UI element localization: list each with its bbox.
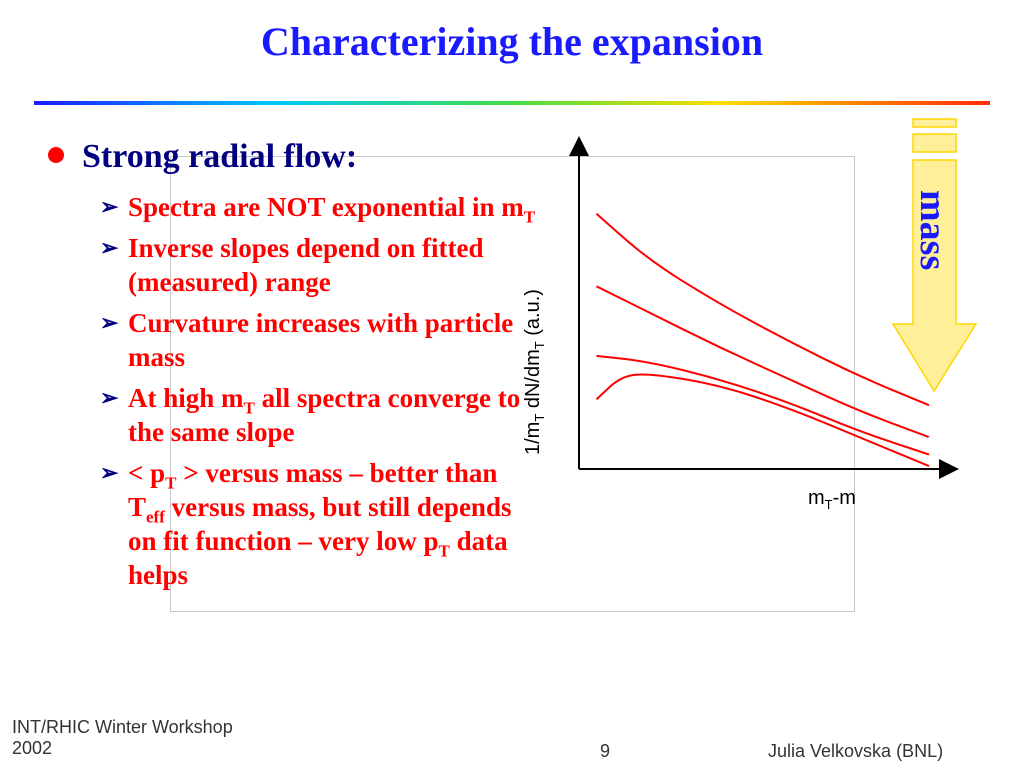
x-axis-label: mT-m (808, 487, 856, 512)
x-label-part-2: -m (833, 487, 856, 509)
page-number: 9 (600, 741, 611, 761)
arrow-bullet-icon: ➢ (100, 235, 119, 260)
sub-bullet-3-part-1: Curvature increases with particle mass (128, 308, 514, 372)
x-label-part-1: m (808, 487, 825, 509)
sub-bullet-1: ➢ Spectra are NOT exponential in mT (100, 190, 540, 227)
y-label-part-2: dN/dm (522, 349, 544, 413)
slide-title: Characterizing the expansion (260, 19, 764, 64)
spectrum-curve-2 (596, 285, 930, 439)
footer-event-line2: 2002 (12, 738, 53, 758)
arrow-bullet-icon: ➢ (100, 385, 119, 410)
sub-bullet-5-part-2: T (165, 473, 177, 493)
sub-bullet-4-part-1: At high m (128, 383, 244, 413)
footer-author: Julia Velkovska (BNL) (768, 741, 944, 761)
y-label-part-3: (a.u.) (522, 289, 544, 341)
sub-bullet-list: ➢ Spectra are NOT exponential in mT ➢ Inver… (100, 190, 540, 599)
footer-event: INT/RHIC Winter Workshop 2002 (12, 717, 233, 759)
sub-bullet-2: ➢ Inverse slopes depend on fitted (measur… (100, 231, 540, 299)
sub-bullet-5-part-1: < p (128, 458, 166, 488)
sub-bullet-1-part-1: Spectra are NOT exponential in m (128, 192, 524, 222)
footer-event-line1: INT/RHIC Winter Workshop (12, 717, 233, 737)
mass-label: mass (912, 190, 954, 270)
spectrum-curve-4 (595, 373, 930, 468)
bullet-dot-icon (48, 147, 64, 164)
spectrum-curve-3 (596, 354, 930, 456)
sub-bullet-4: ➢ At high mT all spectra converge to the … (100, 381, 540, 449)
sub-bullet-5-part-4: eff (146, 507, 165, 527)
sub-bullet-5-part-3: > versus mass – better than T (128, 458, 498, 522)
spectrum-curve-1 (595, 213, 930, 407)
main-bullet: Strong radial flow: (48, 138, 357, 176)
sub-bullet-4-part-2: T (243, 398, 255, 418)
sub-bullet-2-part-1: Inverse slopes depend on fitted (measure… (128, 233, 484, 297)
sub-bullet-5-part-7: data helps (128, 526, 508, 590)
sub-bullet-5: ➢ < pT > versus mass – better than Teff v… (100, 456, 540, 592)
sub-bullet-5-part-6: T (438, 541, 450, 561)
arrow-bullet-icon: ➢ (100, 194, 119, 219)
arrow-bullet-icon: ➢ (100, 460, 119, 485)
sub-bullet-1-part-2: T (523, 207, 536, 227)
y-label-sub-2: T (532, 341, 547, 349)
sub-bullet-3: ➢ Curvature increases with particle mass (100, 306, 540, 374)
sub-bullet-4-part-3: all spectra converge to the same slope (128, 383, 521, 447)
main-bullet-text: Strong radial flow: (82, 138, 358, 175)
sub-bullet-5-part-5: versus mass, but still depends on fit fu… (128, 492, 512, 556)
title-divider (34, 101, 990, 105)
y-label-sub-1: T (532, 414, 547, 422)
arrow-bullet-icon: ➢ (100, 310, 119, 335)
y-label-part-1: 1/m (522, 422, 544, 455)
mass-arrow-icon (891, 118, 978, 393)
y-axis-label: 1/mT dN/dmT (a.u.) (522, 289, 547, 455)
x-label-sub: T (825, 497, 833, 512)
content-frame (170, 156, 855, 612)
